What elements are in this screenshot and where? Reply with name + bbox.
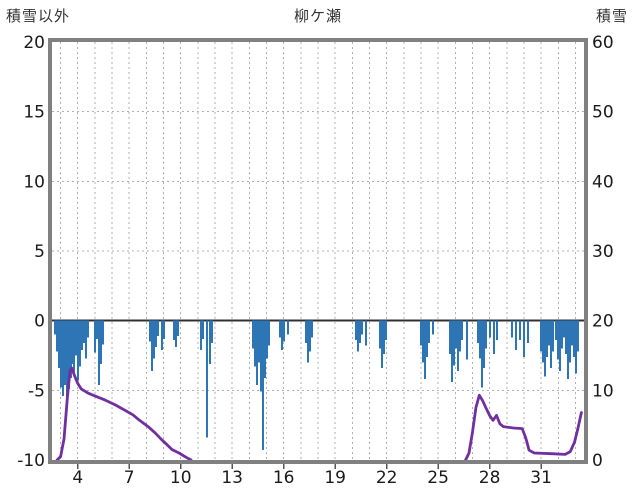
svg-text:20: 20 [23,33,45,53]
plot-border [48,38,588,464]
svg-text:60: 60 [592,33,614,53]
svg-text:40: 40 [592,172,614,192]
svg-text:19: 19 [324,468,346,488]
svg-text:16: 16 [273,468,295,488]
grid-horizontal-lines [52,111,584,391]
x-axis-ticks [76,464,542,469]
svg-text:7: 7 [124,468,135,488]
svg-text:0: 0 [592,451,603,471]
right-axis-title: 積雪 [595,7,628,25]
svg-text:4: 4 [72,468,83,488]
svg-text:10: 10 [170,468,192,488]
svg-text:22: 22 [376,468,398,488]
svg-text:0: 0 [34,312,45,332]
svg-text:10: 10 [23,172,45,192]
precip-bar-series [54,320,579,451]
y-axis-left-labels: 20 15 10 5 0 -5 -10 [17,33,45,471]
svg-text:-10: -10 [17,451,45,471]
svg-text:5: 5 [34,242,45,262]
svg-text:-5: -5 [28,381,45,401]
svg-text:15: 15 [23,103,45,123]
snow-depth-line [55,366,583,462]
svg-text:10: 10 [592,381,614,401]
svg-text:13: 13 [221,468,243,488]
svg-text:25: 25 [427,468,449,488]
svg-text:20: 20 [592,312,614,332]
svg-text:50: 50 [592,103,614,123]
svg-text:28: 28 [479,468,501,488]
y-axis-right-labels: 60 50 40 30 20 10 0 [592,33,614,471]
chart-title: 柳ケ瀬 [293,7,342,25]
left-axis-title: 積雪以外 [6,7,71,25]
svg-text:30: 30 [592,242,614,262]
svg-text:31: 31 [530,468,552,488]
x-axis-labels: 4 7 10 13 16 19 22 25 28 31 [72,468,552,488]
